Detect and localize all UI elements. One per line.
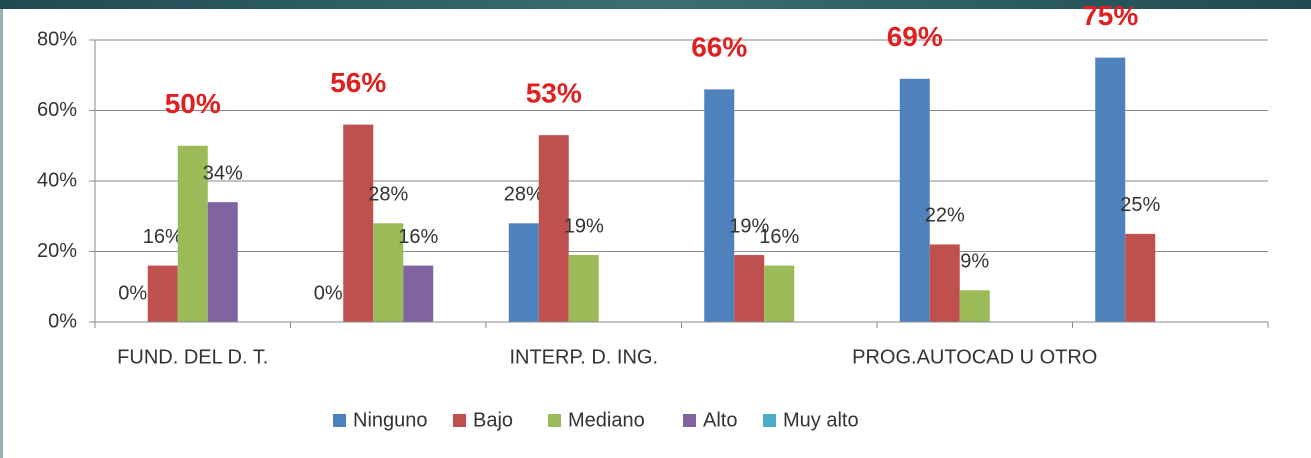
x-tick-label: FUND. DEL D. T. <box>117 346 268 368</box>
bar <box>147 265 178 322</box>
bar <box>207 202 238 322</box>
data-label: 28% <box>504 184 544 206</box>
y-tick-label: 80% <box>37 28 77 50</box>
bar <box>403 265 434 322</box>
y-tick-label: 0% <box>48 310 77 332</box>
legend-swatch <box>453 414 466 427</box>
data-label: 0% <box>314 282 343 304</box>
data-label: 0% <box>118 282 147 304</box>
bar <box>899 78 930 323</box>
data-label: 50% <box>165 88 221 119</box>
data-label: 16% <box>143 226 183 248</box>
data-label: 16% <box>398 226 438 248</box>
data-label: 69% <box>887 21 943 52</box>
legend-label: Alto <box>703 409 737 431</box>
legend-label: Ninguno <box>353 409 428 431</box>
data-label: 19% <box>729 215 769 237</box>
data-label: 25% <box>1120 194 1160 216</box>
data-label: 22% <box>925 205 965 227</box>
legend-label: Bajo <box>473 409 513 431</box>
bar <box>343 124 374 322</box>
bar <box>929 244 960 322</box>
bar <box>373 223 404 322</box>
bar <box>959 290 990 322</box>
bar <box>704 89 735 322</box>
data-label: 34% <box>203 162 243 184</box>
data-label: 66% <box>691 32 747 63</box>
y-tick-label: 60% <box>37 99 77 121</box>
y-tick-label: 40% <box>37 169 77 191</box>
top-banner <box>0 0 1311 9</box>
data-label: 9% <box>960 251 989 273</box>
data-label: 28% <box>368 184 408 206</box>
data-label: 53% <box>526 78 582 109</box>
data-label: 19% <box>564 215 604 237</box>
bar <box>734 255 765 322</box>
bar <box>538 135 569 322</box>
bar <box>508 223 539 322</box>
bar <box>1125 233 1156 322</box>
data-label: 16% <box>759 226 799 248</box>
y-tick-label: 20% <box>37 240 77 262</box>
legend-swatch <box>548 414 561 427</box>
data-label: 75% <box>1082 0 1138 31</box>
legend-swatch <box>683 414 696 427</box>
bar <box>568 255 599 322</box>
x-tick-label: INTERP. D. ING. <box>509 346 658 368</box>
bar <box>1095 57 1126 322</box>
left-border <box>0 9 3 458</box>
bar <box>177 145 208 322</box>
bar <box>764 265 795 322</box>
legend-label: Mediano <box>568 409 645 431</box>
legend-label: Muy alto <box>783 409 859 431</box>
data-label: 56% <box>330 67 386 98</box>
legend-swatch <box>763 414 776 427</box>
x-tick-label: PROG.AUTOCAD U OTRO <box>852 346 1097 368</box>
legend-swatch <box>333 414 346 427</box>
